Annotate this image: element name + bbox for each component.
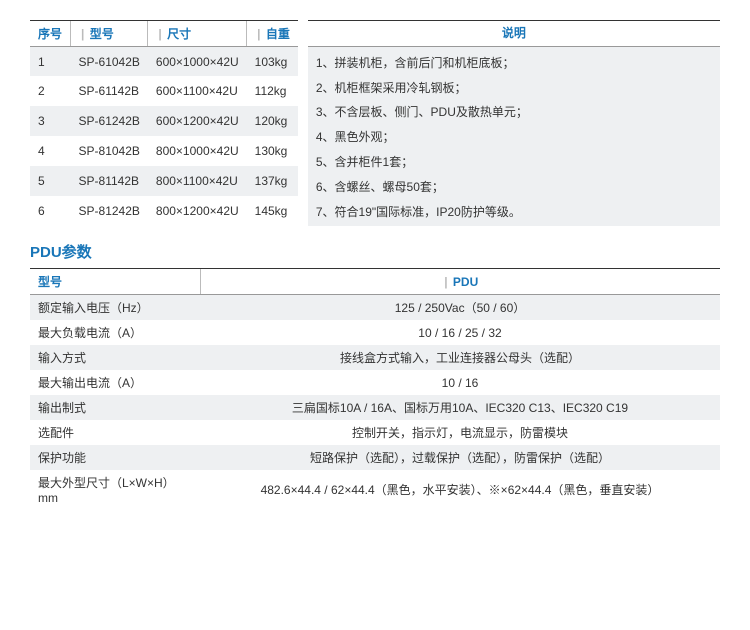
pdu-section-title: PDU参数 bbox=[30, 241, 720, 262]
table-row: 2SP-61142B600×1100×42U112kg bbox=[30, 76, 298, 106]
table-row: 额定输入电压（Hz）125 / 250Vac（50 / 60） bbox=[30, 295, 720, 321]
table-cell: 2 bbox=[30, 76, 71, 106]
description-item: 1、拼装机柜，含前后门和机柜底板； bbox=[316, 51, 712, 76]
table-cell: 600×1100×42U bbox=[148, 76, 247, 106]
table-row: 选配件控制开关，指示灯，电流显示，防雷模块 bbox=[30, 420, 720, 445]
description-item: 5、含并柜件1套； bbox=[316, 150, 712, 175]
table-row: 5SP-81142B800×1100×42U137kg bbox=[30, 166, 298, 196]
spec-table-header-row: 序号 | 型号 | 尺寸 | 自重 bbox=[30, 21, 298, 47]
pdu-row-label: 最大外型尺寸（L×W×H）mm bbox=[30, 470, 200, 509]
table-cell: 137kg bbox=[247, 166, 298, 196]
table-cell: 112kg bbox=[247, 76, 298, 106]
pdu-row-value: 控制开关，指示灯，电流显示，防雷模块 bbox=[200, 420, 720, 445]
col-header-size: | 尺寸 bbox=[148, 21, 247, 47]
pdu-row-label: 保护功能 bbox=[30, 445, 200, 470]
pdu-col-header-value: | PDU bbox=[200, 269, 720, 295]
description-item: 2、机柜框架采用冷轧钢板； bbox=[316, 76, 712, 101]
table-cell: 130kg bbox=[247, 136, 298, 166]
top-row: 序号 | 型号 | 尺寸 | 自重 1SP-61042B600×1000×42U… bbox=[30, 20, 720, 226]
col-header-seq: 序号 bbox=[30, 21, 71, 47]
col-header-model: | 型号 bbox=[71, 21, 148, 47]
table-cell: SP-81142B bbox=[71, 166, 148, 196]
table-cell: 800×1200×42U bbox=[148, 196, 247, 226]
pdu-row-label: 输入方式 bbox=[30, 345, 200, 370]
description-panel: 说明 1、拼装机柜，含前后门和机柜底板；2、机柜框架采用冷轧钢板；3、不含层板、… bbox=[308, 20, 720, 226]
table-cell: SP-61042B bbox=[71, 47, 148, 77]
pdu-row-label: 最大输出电流（A） bbox=[30, 370, 200, 395]
table-row: 最大输出电流（A）10 / 16 bbox=[30, 370, 720, 395]
table-cell: SP-61142B bbox=[71, 76, 148, 106]
pdu-header-row: 型号 | PDU bbox=[30, 269, 720, 295]
table-cell: 120kg bbox=[247, 106, 298, 136]
table-cell: SP-81242B bbox=[71, 196, 148, 226]
pdu-row-label: 额定输入电压（Hz） bbox=[30, 295, 200, 321]
pdu-row-value: 125 / 250Vac（50 / 60） bbox=[200, 295, 720, 321]
pdu-row-value: 10 / 16 / 25 / 32 bbox=[200, 320, 720, 345]
table-cell: 600×1200×42U bbox=[148, 106, 247, 136]
pdu-row-value: 10 / 16 bbox=[200, 370, 720, 395]
pdu-row-value: 482.6×44.4 / 62×44.4（黑色，水平安装）、※×62×44.4（… bbox=[200, 470, 720, 509]
pdu-row-label: 选配件 bbox=[30, 420, 200, 445]
table-row: 保护功能短路保护（选配），过载保护（选配），防雷保护（选配） bbox=[30, 445, 720, 470]
table-row: 最大负载电流（A）10 / 16 / 25 / 32 bbox=[30, 320, 720, 345]
description-item: 7、符合19"国际标准，IP20防护等级。 bbox=[316, 200, 712, 225]
table-row: 4SP-81042B800×1000×42U130kg bbox=[30, 136, 298, 166]
table-cell: 5 bbox=[30, 166, 71, 196]
table-cell: SP-61242B bbox=[71, 106, 148, 136]
table-row: 3SP-61242B600×1200×42U120kg bbox=[30, 106, 298, 136]
pdu-table-body: 额定输入电压（Hz）125 / 250Vac（50 / 60）最大负载电流（A）… bbox=[30, 295, 720, 510]
table-row: 输入方式接线盒方式输入，工业连接器公母头（选配） bbox=[30, 345, 720, 370]
table-cell: 4 bbox=[30, 136, 71, 166]
pdu-row-value: 接线盒方式输入，工业连接器公母头（选配） bbox=[200, 345, 720, 370]
table-row: 1SP-61042B600×1000×42U103kg bbox=[30, 47, 298, 77]
spec-table: 序号 | 型号 | 尺寸 | 自重 1SP-61042B600×1000×42U… bbox=[30, 20, 298, 226]
table-cell: 600×1000×42U bbox=[148, 47, 247, 77]
description-list: 1、拼装机柜，含前后门和机柜底板；2、机柜框架采用冷轧钢板；3、不含层板、侧门、… bbox=[316, 51, 712, 225]
table-cell: 800×1000×42U bbox=[148, 136, 247, 166]
pdu-col-header-label: 型号 bbox=[30, 269, 200, 295]
table-cell: SP-81042B bbox=[71, 136, 148, 166]
table-cell: 145kg bbox=[247, 196, 298, 226]
description-item: 4、黑色外观； bbox=[316, 125, 712, 150]
pdu-table: 型号 | PDU 额定输入电压（Hz）125 / 250Vac（50 / 60）… bbox=[30, 268, 720, 509]
description-item: 6、含螺丝、螺母50套； bbox=[316, 175, 712, 200]
pdu-row-value: 三扁国标10A / 16A、国标万用10A、IEC320 C13、IEC320 … bbox=[200, 395, 720, 420]
table-cell: 103kg bbox=[247, 47, 298, 77]
table-cell: 1 bbox=[30, 47, 71, 77]
pdu-row-label: 输出制式 bbox=[30, 395, 200, 420]
pdu-row-label: 最大负载电流（A） bbox=[30, 320, 200, 345]
table-row: 输出制式三扁国标10A / 16A、国标万用10A、IEC320 C13、IEC… bbox=[30, 395, 720, 420]
description-header: 说明 bbox=[308, 20, 720, 47]
table-cell: 800×1100×42U bbox=[148, 166, 247, 196]
pdu-row-value: 短路保护（选配），过载保护（选配），防雷保护（选配） bbox=[200, 445, 720, 470]
description-item: 3、不含层板、侧门、PDU及散热单元； bbox=[316, 100, 712, 125]
table-cell: 3 bbox=[30, 106, 71, 136]
table-row: 最大外型尺寸（L×W×H）mm482.6×44.4 / 62×44.4（黑色，水… bbox=[30, 470, 720, 509]
spec-table-body: 1SP-61042B600×1000×42U103kg2SP-61142B600… bbox=[30, 47, 298, 227]
col-header-weight: | 自重 bbox=[247, 21, 298, 47]
table-cell: 6 bbox=[30, 196, 71, 226]
table-row: 6SP-81242B800×1200×42U145kg bbox=[30, 196, 298, 226]
